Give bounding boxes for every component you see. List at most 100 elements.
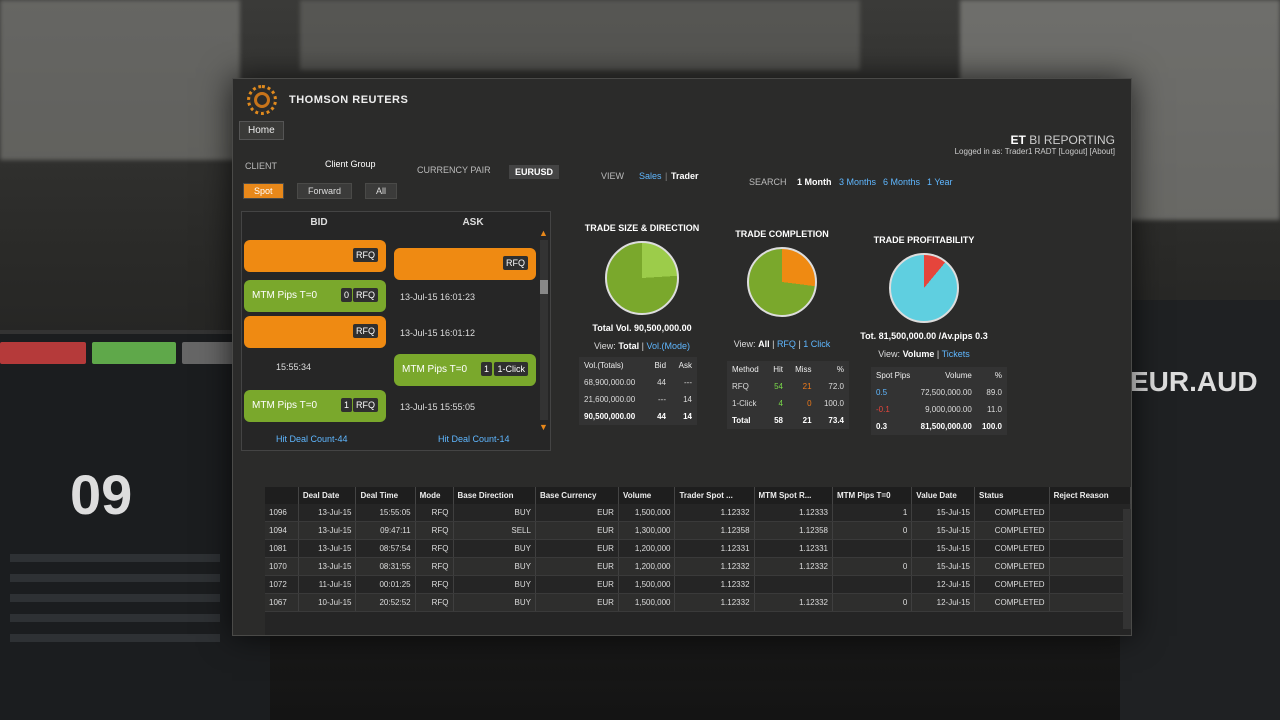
table-cell: EUR	[535, 539, 619, 558]
deals-scrollbar[interactable]	[1123, 509, 1131, 629]
view-trader[interactable]: Trader	[671, 171, 699, 181]
column-header[interactable]: MTM Spot R...	[754, 487, 833, 504]
view-tickets[interactable]: Tickets	[941, 349, 970, 359]
column-header[interactable]: MTM Pips T=0	[832, 487, 913, 504]
table-cell: 15-Jul-15	[911, 539, 976, 558]
bg-monitor-top-left	[0, 0, 240, 160]
table-cell: 1,300,000	[618, 521, 676, 540]
cell: 0	[807, 399, 812, 408]
bg-row	[10, 594, 220, 602]
column-header[interactable]: Reject Reason	[1049, 487, 1131, 504]
view-separator: |	[665, 171, 668, 181]
currency-pair-select[interactable]: EURUSD	[509, 165, 560, 179]
trade-size-caption: Total Vol. 90,500,000.00	[592, 323, 692, 333]
column-header[interactable]: Trader Spot ...	[674, 487, 755, 504]
table-cell: 1072	[265, 575, 299, 594]
column-header[interactable]: Value Date	[911, 487, 976, 504]
view-1-click[interactable]: 1 Click	[803, 339, 831, 349]
table-cell: COMPLETED	[974, 504, 1050, 522]
brand-name: THOMSON REUTERS	[289, 94, 409, 106]
trade-completion-view: View: All | RFQ | 1 Click	[733, 339, 831, 349]
bid-tile[interactable]: RFQ	[244, 316, 386, 348]
trade-profitability-view: View: Volume | Tickets	[878, 349, 970, 359]
table-row[interactable]: 1072 11-Jul-15 00:01:25 RFQ BUY EUR 1,500,000 1…	[265, 575, 1131, 594]
count-badge: 0	[340, 288, 352, 302]
table-row[interactable]: 1094 13-Jul-15 09:47:11 RFQ SELL EUR 1,300,000…	[265, 521, 1131, 540]
cell: 44	[657, 412, 667, 421]
table-cell: EUR	[535, 521, 619, 540]
column-header[interactable]: Deal Date	[298, 487, 357, 504]
search-1-month[interactable]: 1 Month	[797, 177, 832, 187]
bid-tile-mtm[interactable]: MTM Pips T=0 1 RFQ	[244, 390, 386, 422]
col-method: Method	[732, 365, 759, 374]
table-cell: 1.12333	[754, 504, 833, 522]
cell: -0.1	[876, 405, 890, 414]
table-cell: COMPLETED	[974, 521, 1050, 540]
quote-time: 13-Jul-15 16:01:23	[400, 292, 476, 302]
view-rfq[interactable]: RFQ	[776, 339, 796, 349]
scroll-down-icon[interactable]: ▼	[539, 422, 548, 432]
view-all[interactable]: All	[758, 339, 770, 349]
table-cell: 13-Jul-15	[298, 539, 357, 558]
search-6-months[interactable]: 6 Months	[883, 177, 921, 187]
scroll-up-icon[interactable]: ▲	[539, 228, 548, 238]
cell: 14	[683, 395, 692, 404]
ask-tile-mtm[interactable]: MTM Pips T=0 1 1-Click	[394, 354, 536, 386]
search-3-months[interactable]: 3 Months	[839, 177, 877, 187]
table-cell: RFQ	[415, 575, 454, 594]
column-header[interactable]	[265, 487, 299, 504]
table-cell: BUY	[453, 575, 536, 594]
view-vol-mode[interactable]: Vol.(Mode)	[646, 341, 691, 351]
rfq-badge: RFQ	[353, 324, 378, 338]
table-cell: RFQ	[415, 557, 454, 576]
column-header[interactable]: Deal Time	[355, 487, 416, 504]
segment-forward[interactable]: Forward	[297, 183, 353, 199]
table-cell: 1.12331	[754, 539, 833, 558]
thomson-reuters-logo-icon	[247, 85, 277, 115]
table-cell: BUY	[453, 504, 536, 522]
view-prefix: View:	[733, 339, 756, 349]
cell: 21	[802, 416, 812, 425]
ask-tile[interactable]: RFQ	[394, 248, 536, 280]
client-group-select[interactable]: Client Group	[325, 159, 376, 169]
bg-row	[10, 574, 220, 582]
cell: 21	[802, 382, 812, 391]
bid-tile-mtm[interactable]: MTM Pips T=0 0 RFQ	[244, 280, 386, 312]
table-cell: COMPLETED	[974, 539, 1050, 558]
column-header[interactable]: Status	[974, 487, 1050, 504]
column-header[interactable]: Volume	[618, 487, 676, 504]
table-cell: 08:57:54	[355, 539, 416, 558]
view-sales[interactable]: Sales	[639, 171, 662, 181]
table-row[interactable]: 1067 10-Jul-15 20:52:52 RFQ BUY EUR 1,500,000 1…	[265, 593, 1131, 612]
table-row[interactable]: 1096 13-Jul-15 15:55:05 RFQ BUY EUR 1,500,000 1…	[265, 504, 1131, 522]
column-header[interactable]: Base Currency	[535, 487, 619, 504]
tab-home[interactable]: Home	[239, 121, 284, 140]
segment-all[interactable]: All	[365, 183, 398, 199]
table-cell: 1.12332	[674, 504, 755, 522]
cell: 44	[657, 378, 667, 387]
view-prefix: View:	[878, 349, 901, 359]
quote-scrollbar[interactable]: ▲ ▼	[539, 228, 548, 432]
table-row[interactable]: 1070 13-Jul-15 08:31:55 RFQ BUY EUR 1,200,000 1…	[265, 557, 1131, 576]
view-total[interactable]: Total	[618, 341, 640, 351]
trade-profitability-pie	[889, 253, 959, 323]
table-row[interactable]: 1081 13-Jul-15 08:57:54 RFQ BUY EUR 1,200,000 1…	[265, 539, 1131, 558]
column-header[interactable]: Mode	[415, 487, 454, 504]
report-title-prefix: ET	[1010, 133, 1026, 147]
scroll-thumb[interactable]	[540, 280, 548, 294]
table-cell: RFQ	[415, 504, 454, 522]
table-cell: 1.12332	[674, 557, 755, 576]
deals-table-container: Deal Date Deal Time Mode Base Direction Base…	[265, 487, 1131, 635]
cell: 0.5	[876, 388, 888, 397]
bi-reporting-window: THOMSON REUTERS Home ET BI REPORTING Log…	[232, 78, 1132, 636]
table-cell: 13-Jul-15	[298, 557, 357, 576]
column-header[interactable]: Base Direction	[453, 487, 536, 504]
table-cell: 1.12332	[754, 557, 833, 576]
view-volume[interactable]: Volume	[902, 349, 935, 359]
table-cell: EUR	[535, 504, 619, 522]
filter-bar: CLIENT Client Group CURRENCY PAIR EURUSD…	[241, 157, 1121, 199]
search-1-year[interactable]: 1 Year	[927, 177, 953, 187]
bid-tile[interactable]: RFQ	[244, 240, 386, 272]
segment-spot[interactable]: Spot	[243, 183, 284, 199]
logged-in-info[interactable]: Logged in as: Trader1 RADT [Logout] [Abo…	[954, 147, 1115, 156]
